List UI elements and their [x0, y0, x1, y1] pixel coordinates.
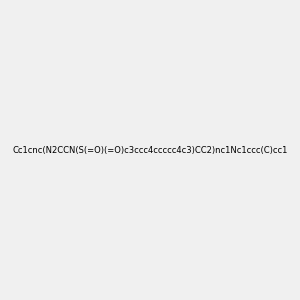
Text: Cc1cnc(N2CCN(S(=O)(=O)c3ccc4ccccc4c3)CC2)nc1Nc1ccc(C)cc1: Cc1cnc(N2CCN(S(=O)(=O)c3ccc4ccccc4c3)CC2… — [12, 146, 288, 154]
